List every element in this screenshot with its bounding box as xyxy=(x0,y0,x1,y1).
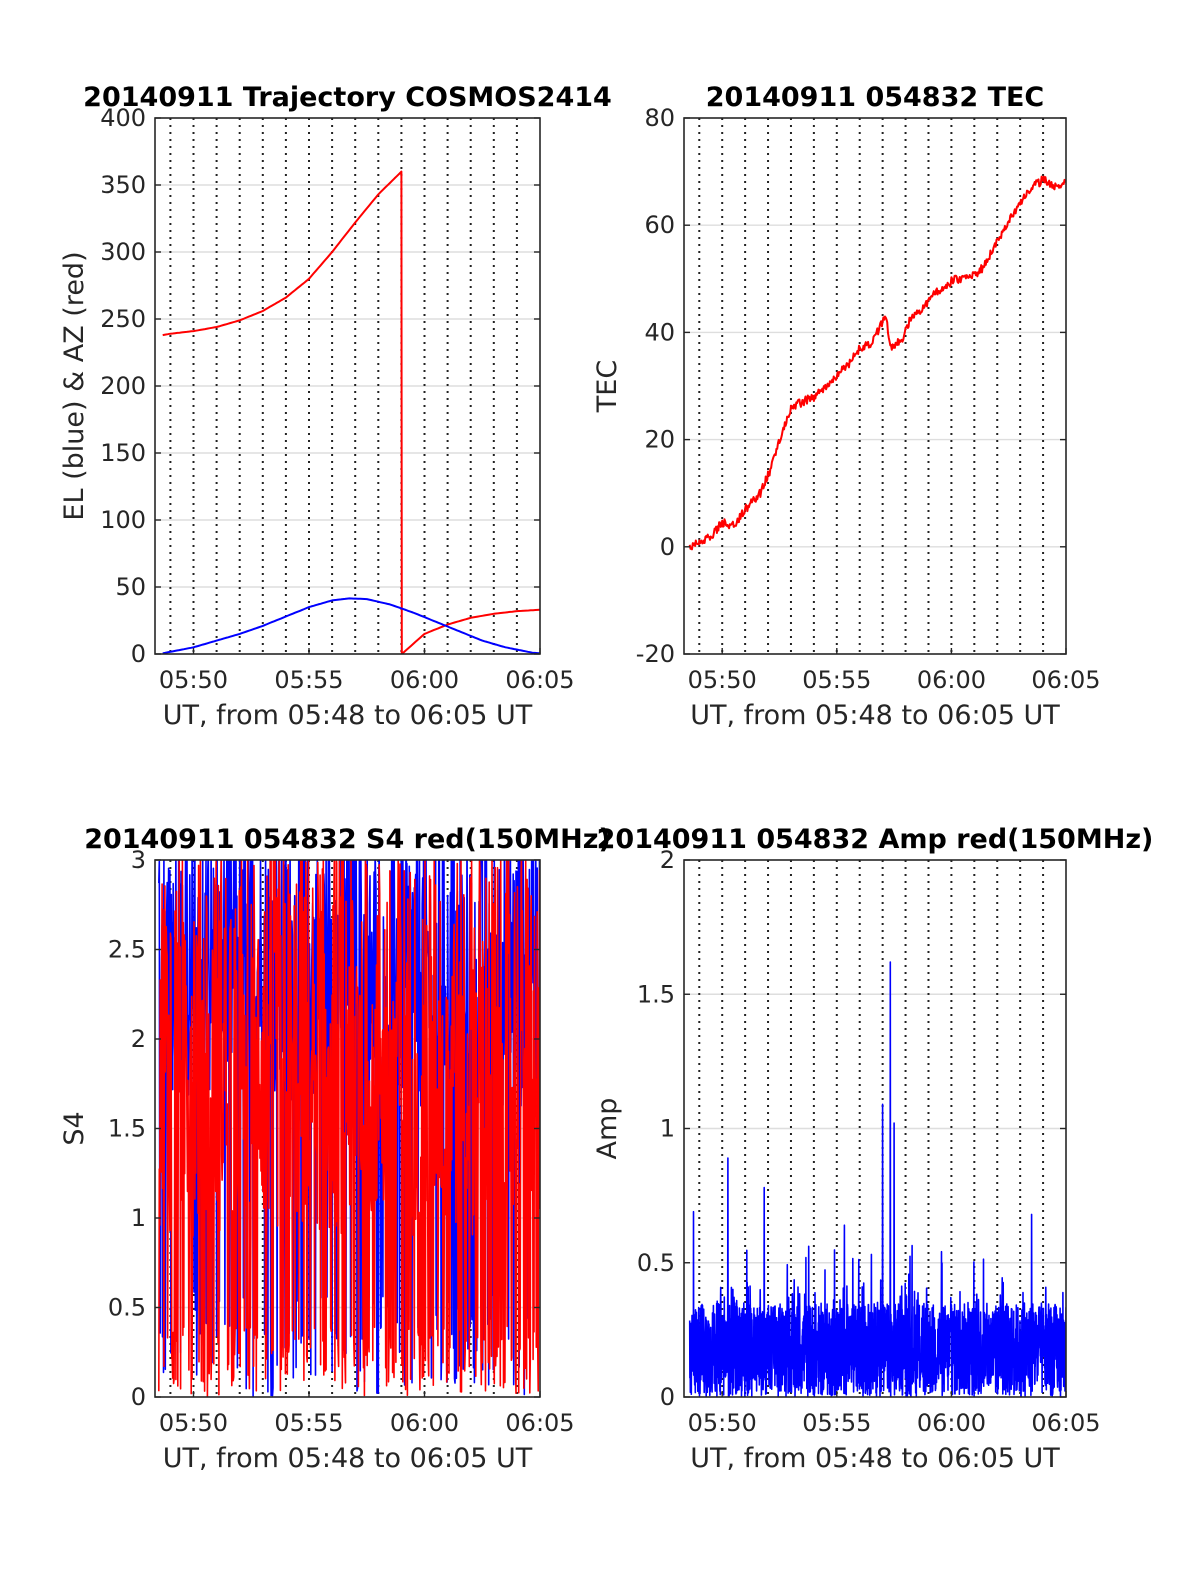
x-axis-label: UT, from 05:48 to 06:05 UT xyxy=(690,1443,1060,1474)
y-tick-label: 2.5 xyxy=(108,936,146,964)
series-line-trajectory-1 xyxy=(162,597,540,654)
chart-title: 20140911 054832 TEC xyxy=(706,82,1045,113)
y-tick-label: -20 xyxy=(636,640,675,668)
plot-area xyxy=(162,170,540,654)
y-tick-label: 0 xyxy=(131,1383,146,1411)
chart-title: 20140911 054832 S4 red(150MHz) xyxy=(84,824,611,855)
series-line-trajectory-0 xyxy=(162,170,540,654)
x-tick-label: 06:00 xyxy=(390,1409,459,1437)
y-tick-label: 60 xyxy=(644,211,675,239)
chart-title: 20140911 054832 Amp red(150MHz) xyxy=(597,824,1154,855)
y-tick-label: 0 xyxy=(131,640,146,668)
x-tick-label: 05:55 xyxy=(802,666,871,694)
y-tick-label: 0.5 xyxy=(637,1249,675,1277)
y-tick-label: 80 xyxy=(644,104,675,132)
x-tick-label: 05:55 xyxy=(274,666,343,694)
panel-trajectory: 0 50 100 150 200 250 300 350 400 05:50 05:55 06:00 0… xyxy=(59,82,612,731)
x-axis-label: UT, from 05:48 to 06:05 UT xyxy=(690,700,1060,731)
y-tick-label: 150 xyxy=(100,439,146,467)
y-tick-label: 1.5 xyxy=(108,1115,146,1143)
y-tick-label: 100 xyxy=(100,506,146,534)
x-tick-label: 05:55 xyxy=(274,1409,343,1437)
y-tick-label: 1 xyxy=(131,1204,146,1232)
x-tick-label: 05:50 xyxy=(159,1409,228,1437)
y-tick-label: 1 xyxy=(660,1115,675,1143)
y-tick-label: 200 xyxy=(100,372,146,400)
y-axis-label: EL (blue) & AZ (red) xyxy=(59,251,90,520)
y-axis-label: TEC xyxy=(592,360,623,413)
y-tick-label: 40 xyxy=(644,318,675,346)
panel-tec: -20 0 20 40 60 80 05:50 05:55 06:00 06:05 20140911… xyxy=(592,82,1101,731)
x-axis-label: UT, from 05:48 to 06:05 UT xyxy=(163,700,533,731)
plot-area xyxy=(688,961,1066,1397)
x-tick-label: 06:00 xyxy=(917,666,986,694)
series-line-s4-1 xyxy=(158,860,540,1397)
x-tick-label: 05:55 xyxy=(802,1409,871,1437)
y-tick-label: 1.5 xyxy=(637,980,675,1008)
series-line-amp-0 xyxy=(688,961,1066,1397)
y-tick-label: 2 xyxy=(131,1025,146,1053)
x-tick-label: 05:50 xyxy=(159,666,228,694)
x-axis-label: UT, from 05:48 to 06:05 UT xyxy=(163,1443,533,1474)
y-tick-label: 0 xyxy=(660,533,675,561)
y-tick-label: 300 xyxy=(100,238,146,266)
y-axis-label: S4 xyxy=(59,1111,90,1145)
x-tick-label: 05:50 xyxy=(688,666,757,694)
chart-title: 20140911 Trajectory COSMOS2414 xyxy=(83,82,612,113)
panel-s4: 0 0.5 1 1.5 2 2.5 3 05:50 05:55 06:00 06:05 2014091… xyxy=(59,824,611,1474)
plot-area xyxy=(688,175,1066,551)
y-tick-label: 0.5 xyxy=(108,1294,146,1322)
y-axis-label: Amp xyxy=(592,1098,623,1160)
x-tick-label: 06:00 xyxy=(917,1409,986,1437)
x-tick-label: 06:05 xyxy=(505,1409,574,1437)
series-line-tec-0 xyxy=(688,175,1066,551)
x-tick-label: 06:05 xyxy=(1031,1409,1100,1437)
y-tick-label: 20 xyxy=(644,426,675,454)
y-tick-label: 50 xyxy=(115,573,146,601)
y-tick-label: 2 xyxy=(660,846,675,874)
y-tick-label: 400 xyxy=(100,104,146,132)
x-tick-label: 06:00 xyxy=(390,666,459,694)
panel-amp: 0 0.5 1 1.5 2 05:50 05:55 06:00 06:05 20140911 05… xyxy=(592,824,1153,1474)
y-tick-label: 350 xyxy=(100,171,146,199)
plot-area xyxy=(158,860,540,1397)
y-tick-label: 3 xyxy=(131,846,146,874)
x-tick-label: 06:05 xyxy=(505,666,574,694)
x-tick-label: 05:50 xyxy=(688,1409,757,1437)
y-tick-label: 250 xyxy=(100,305,146,333)
y-tick-label: 0 xyxy=(660,1383,675,1411)
x-tick-label: 06:05 xyxy=(1031,666,1100,694)
axes-frame xyxy=(683,117,1067,655)
